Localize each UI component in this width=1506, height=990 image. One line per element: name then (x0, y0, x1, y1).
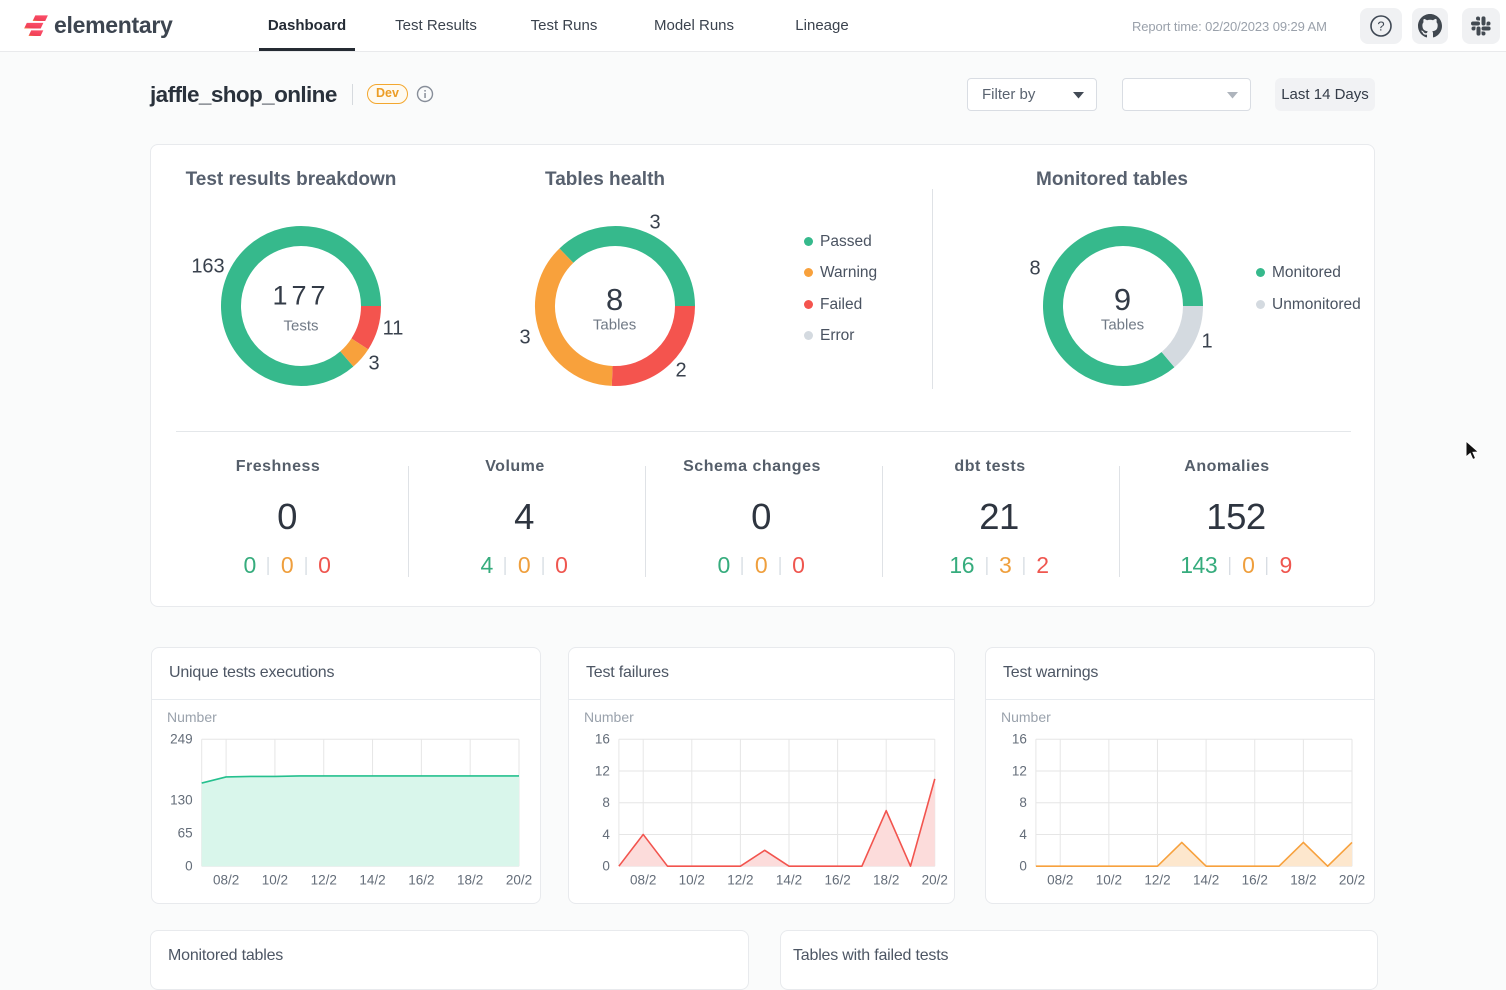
svg-text:4: 4 (1019, 827, 1027, 842)
svg-text:12/2: 12/2 (311, 873, 337, 888)
svg-text:20/2: 20/2 (1339, 873, 1365, 888)
svg-text:8: 8 (602, 795, 610, 810)
svg-text:20/2: 20/2 (922, 873, 948, 888)
svg-text:16: 16 (595, 732, 610, 747)
svg-text:65: 65 (178, 826, 193, 841)
svg-text:18/2: 18/2 (1290, 873, 1316, 888)
svg-text:08/2: 08/2 (630, 873, 656, 888)
svg-text:12/2: 12/2 (1144, 873, 1170, 888)
svg-text:16/2: 16/2 (408, 873, 434, 888)
svg-text:8: 8 (1019, 795, 1027, 810)
svg-text:4: 4 (602, 827, 610, 842)
svg-text:249: 249 (170, 732, 193, 747)
svg-text:10/2: 10/2 (1096, 873, 1122, 888)
svg-text:14/2: 14/2 (1193, 873, 1219, 888)
svg-text:14/2: 14/2 (359, 873, 385, 888)
svg-text:20/2: 20/2 (506, 873, 532, 888)
svg-text:0: 0 (602, 859, 610, 874)
svg-text:18/2: 18/2 (457, 873, 483, 888)
svg-text:12: 12 (1012, 763, 1027, 778)
svg-text:14/2: 14/2 (776, 873, 802, 888)
svg-text:08/2: 08/2 (213, 873, 239, 888)
svg-text:12: 12 (595, 763, 610, 778)
svg-text:16/2: 16/2 (824, 873, 850, 888)
svg-text:0: 0 (1019, 859, 1027, 874)
svg-text:16/2: 16/2 (1242, 873, 1268, 888)
svg-text:130: 130 (170, 792, 193, 807)
svg-text:12/2: 12/2 (727, 873, 753, 888)
svg-text:0: 0 (185, 859, 193, 874)
svg-text:?: ? (1377, 19, 1384, 34)
svg-text:16: 16 (1012, 732, 1027, 747)
svg-text:10/2: 10/2 (679, 873, 705, 888)
svg-text:10/2: 10/2 (262, 873, 288, 888)
svg-text:18/2: 18/2 (873, 873, 899, 888)
svg-text:08/2: 08/2 (1047, 873, 1073, 888)
